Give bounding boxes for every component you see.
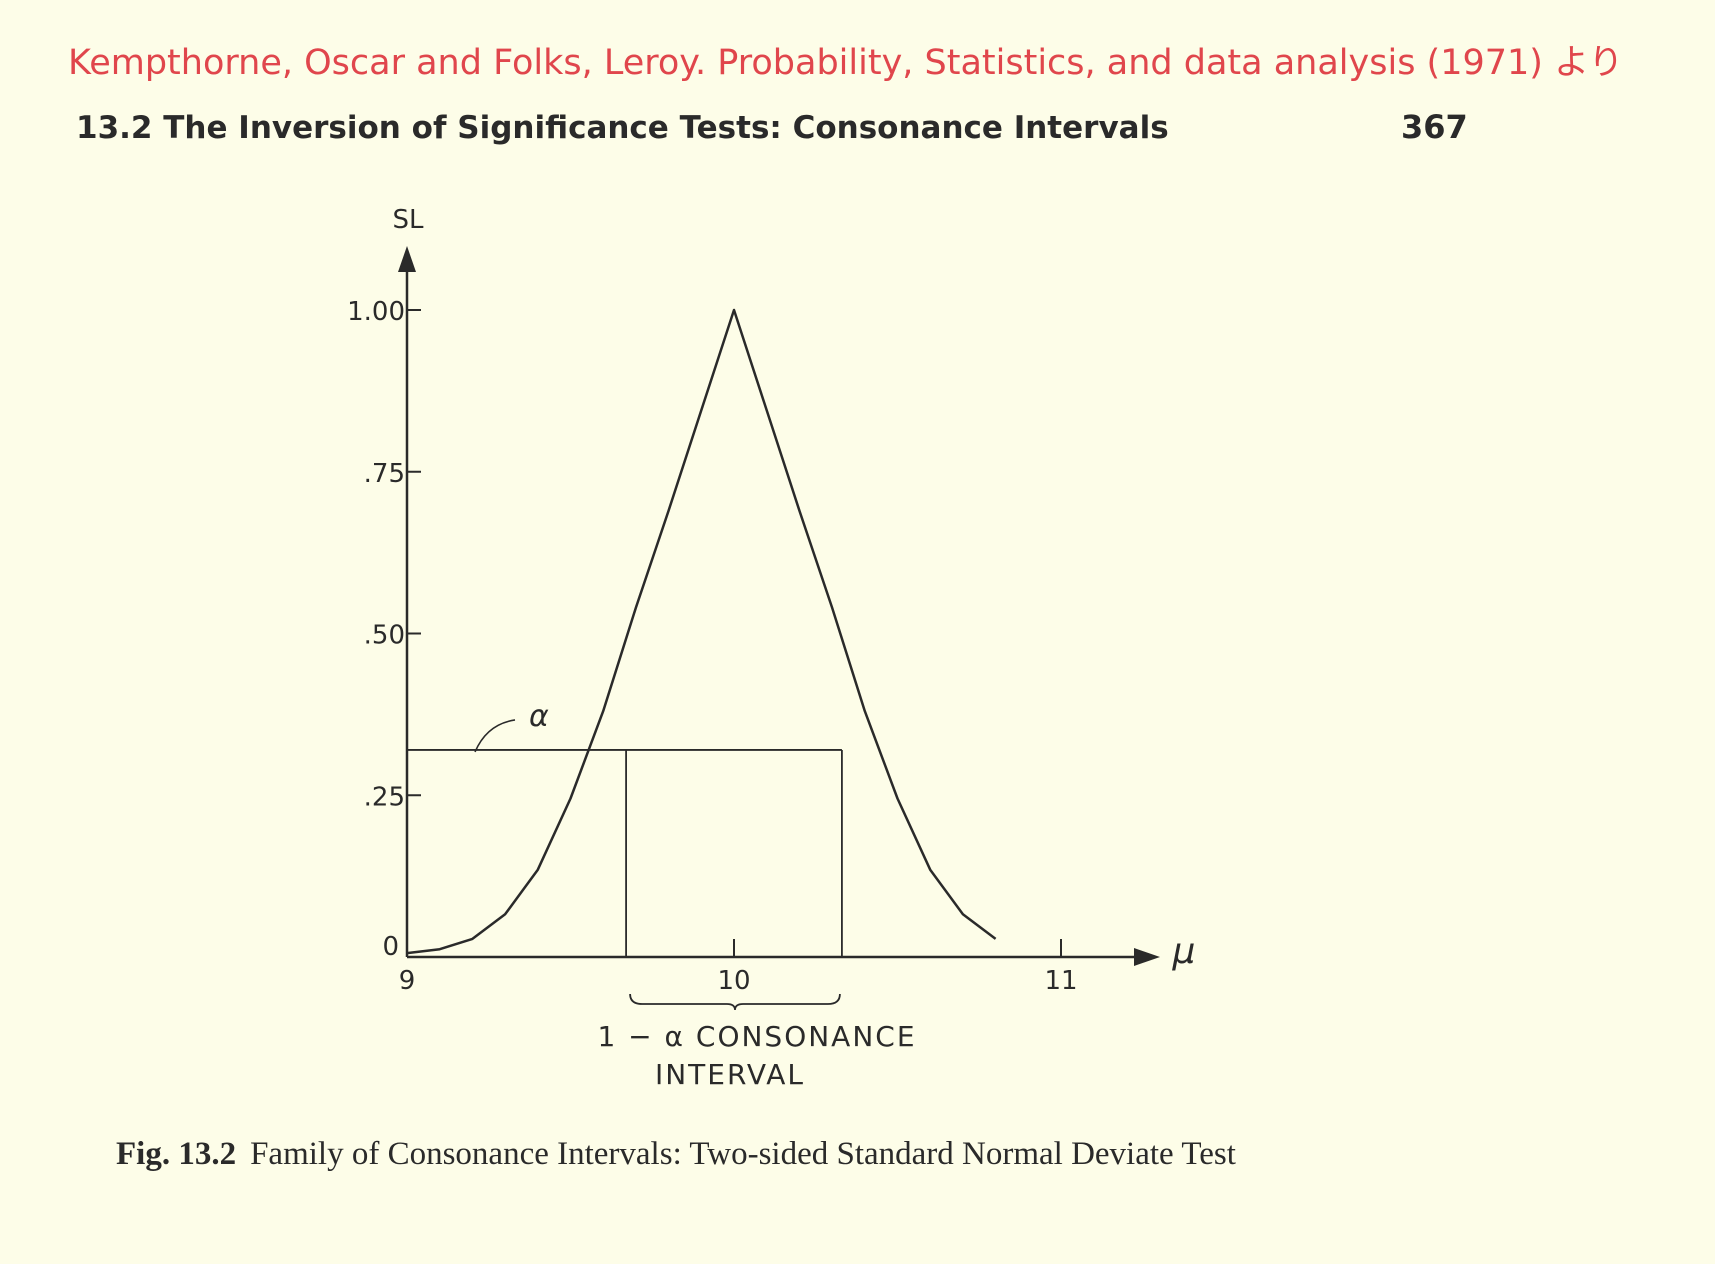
page-number: 367 <box>1401 108 1468 146</box>
caption-text: Family of Consonance Intervals: Two-side… <box>250 1136 1236 1172</box>
axes: SL μ 0 .25 .50 .75 1.00 9 10 11 <box>347 205 1195 996</box>
interval-label-line1: 1 − α CONSONANCE <box>597 1020 916 1053</box>
interval-label-line2: INTERVAL <box>655 1058 805 1091</box>
curve-layer <box>406 308 997 955</box>
y-tick-label: .25 <box>364 782 405 812</box>
x-axis-arrow <box>1134 948 1160 966</box>
y-tick-label: .75 <box>364 459 405 489</box>
y-tick-label: 0 <box>382 932 399 962</box>
running-head: 13.2 The Inversion of Significance Tests… <box>76 110 1169 146</box>
alpha-label: α <box>529 699 549 734</box>
source-note: Kempthorne, Oscar and Folks, Leroy. Prob… <box>68 43 1624 83</box>
figure-caption: Fig. 13.2 Family of Consonance Intervals:… <box>116 1136 1236 1173</box>
x-tick-label: 10 <box>717 966 750 996</box>
significance-curve <box>406 308 997 955</box>
y-tick-label: 1.00 <box>347 297 405 327</box>
x-axis-label: μ <box>1172 931 1196 972</box>
alpha-pointer <box>474 719 516 753</box>
y-axis-arrow <box>398 246 416 272</box>
interval-brace <box>629 993 841 1011</box>
caption-number: Fig. 13.2 <box>116 1136 237 1172</box>
y-tick-label: .50 <box>364 621 405 651</box>
x-tick-label: 9 <box>399 966 416 996</box>
x-tick-label: 11 <box>1044 966 1077 996</box>
y-axis-label: SL <box>393 205 425 235</box>
annotation-layer: α 1 − α CONSONANCE INTERVAL <box>407 699 916 1091</box>
